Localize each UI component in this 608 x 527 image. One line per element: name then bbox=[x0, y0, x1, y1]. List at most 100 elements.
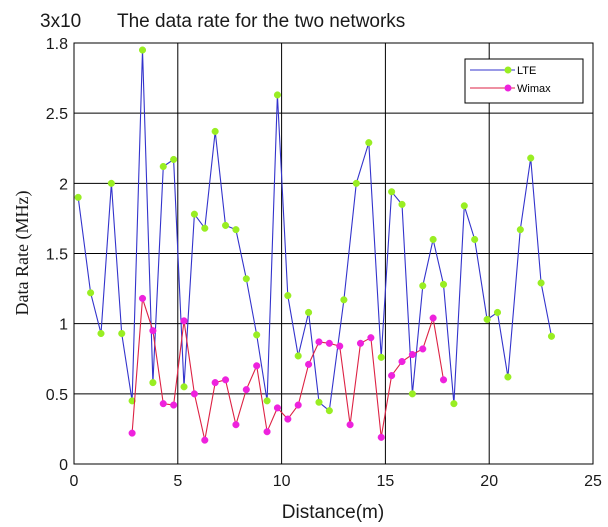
legend: LTE Wimax bbox=[464, 58, 584, 104]
data-point-wimax bbox=[128, 429, 136, 437]
data-point-wimax bbox=[356, 339, 365, 347]
x-tick-label: 0 bbox=[70, 473, 79, 490]
data-point-wimax bbox=[294, 401, 302, 409]
data-point-lte bbox=[547, 332, 556, 340]
data-point-wimax bbox=[242, 386, 250, 394]
data-point-lte bbox=[170, 155, 178, 164]
data-point-wimax bbox=[138, 294, 147, 302]
legend-box bbox=[464, 58, 584, 104]
data-point-lte bbox=[74, 193, 82, 201]
data-point-wimax bbox=[284, 415, 292, 423]
data-point-lte bbox=[429, 235, 437, 244]
data-point-wimax bbox=[336, 342, 344, 350]
data-point-lte bbox=[149, 379, 157, 387]
data-point-wimax bbox=[429, 314, 437, 322]
x-tick-label: 20 bbox=[480, 473, 498, 490]
data-point-lte bbox=[352, 179, 360, 187]
data-point-lte bbox=[450, 400, 458, 408]
data-point-lte bbox=[419, 282, 427, 290]
data-point-lte bbox=[190, 210, 198, 218]
data-point-wimax bbox=[253, 362, 261, 370]
data-point-lte bbox=[201, 224, 209, 232]
data-point-wimax bbox=[325, 339, 333, 347]
data-point-lte bbox=[439, 280, 448, 288]
data-point-lte bbox=[527, 154, 535, 162]
data-point-lte bbox=[107, 179, 115, 187]
data-point-wimax bbox=[211, 379, 219, 387]
data-point-lte bbox=[128, 397, 136, 405]
x-tick-label: 25 bbox=[584, 473, 602, 490]
data-point-wimax bbox=[170, 401, 178, 409]
grid-layer bbox=[74, 43, 593, 464]
y-tick-label: 1.8 bbox=[46, 36, 68, 53]
data-point-lte bbox=[180, 383, 188, 391]
data-point-wimax bbox=[439, 376, 448, 384]
data-point-lte bbox=[284, 292, 292, 300]
data-point-lte bbox=[263, 397, 271, 405]
data-point-lte bbox=[159, 162, 167, 171]
plot-frame bbox=[73, 42, 594, 465]
data-point-lte bbox=[377, 353, 385, 361]
data-point-lte bbox=[315, 398, 323, 406]
y-tick-label: 2.5 bbox=[46, 106, 68, 123]
series-layer bbox=[74, 46, 556, 444]
data-point-wimax bbox=[315, 338, 323, 346]
data-point-wimax bbox=[408, 350, 416, 359]
x-tick-label: 15 bbox=[377, 473, 395, 490]
y-axis-label: Data Rate (MHz) bbox=[12, 191, 33, 316]
data-point-wimax bbox=[232, 421, 240, 429]
data-point-lte bbox=[471, 235, 479, 244]
data-point-lte bbox=[305, 308, 313, 316]
y-tick-label: 1 bbox=[59, 317, 68, 334]
data-point-wimax bbox=[159, 400, 167, 408]
x-tick-label: 10 bbox=[273, 473, 291, 490]
data-point-lte bbox=[253, 331, 261, 339]
data-point-lte bbox=[294, 352, 302, 360]
data-point-wimax bbox=[346, 421, 354, 429]
data-point-lte bbox=[325, 407, 333, 415]
data-point-wimax bbox=[221, 376, 230, 384]
data-point-wimax bbox=[367, 334, 375, 342]
legend-marker-lte bbox=[504, 66, 512, 74]
y-tick-label: 0.5 bbox=[46, 387, 68, 404]
chart-title: The data rate for the two networks bbox=[117, 11, 405, 32]
data-point-wimax bbox=[388, 372, 396, 380]
y-tick-label: 2 bbox=[59, 176, 68, 193]
legend-marker-wimax bbox=[504, 84, 512, 92]
data-point-lte bbox=[340, 296, 348, 304]
data-point-wimax bbox=[190, 390, 198, 398]
legend-label-wimax: Wimax bbox=[517, 83, 551, 95]
data-point-lte bbox=[388, 188, 396, 196]
data-point-lte bbox=[516, 226, 524, 234]
data-point-wimax bbox=[273, 404, 281, 412]
y-tick-label: 0 bbox=[59, 457, 68, 474]
data-point-wimax bbox=[149, 327, 157, 335]
data-point-lte bbox=[138, 46, 147, 54]
data-point-wimax bbox=[263, 428, 271, 436]
data-point-lte bbox=[493, 308, 502, 316]
data-point-lte bbox=[211, 127, 219, 135]
data-point-wimax bbox=[305, 360, 313, 368]
data-point-lte bbox=[273, 91, 281, 99]
data-point-wimax bbox=[377, 433, 385, 441]
data-point-lte bbox=[483, 315, 491, 324]
data-point-lte bbox=[408, 390, 416, 398]
data-point-wimax bbox=[180, 317, 188, 325]
legend-label-lte: LTE bbox=[517, 65, 536, 77]
data-point-lte bbox=[221, 221, 230, 229]
y-tick-label: 1.5 bbox=[46, 247, 68, 264]
data-point-lte bbox=[504, 373, 512, 381]
data-point-lte bbox=[537, 279, 545, 287]
data-point-lte bbox=[118, 329, 126, 338]
data-point-wimax bbox=[419, 345, 427, 353]
data-point-lte bbox=[232, 226, 240, 234]
scale-note: 3x10 bbox=[40, 11, 81, 32]
tick-layer: 0 5 10 15 20 25 0 0.5 1 1.5 2 2.5 1.8 bbox=[46, 36, 602, 490]
data-point-lte bbox=[87, 289, 95, 297]
data-point-lte bbox=[242, 275, 250, 283]
data-point-wimax bbox=[201, 436, 209, 444]
data-point-lte bbox=[365, 139, 373, 147]
series-line-lte bbox=[77, 49, 553, 412]
data-point-wimax bbox=[398, 358, 406, 366]
